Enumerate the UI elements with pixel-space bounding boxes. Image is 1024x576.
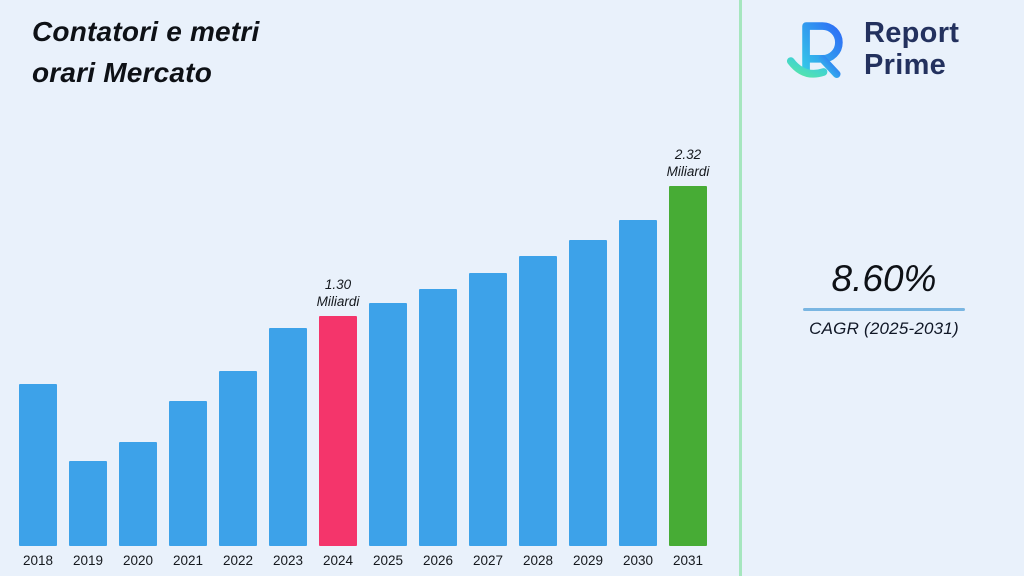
logo-word-report: Report — [864, 16, 960, 49]
axis-label-2030: 2030 — [622, 553, 654, 568]
chart-bar-2028 — [519, 256, 557, 546]
bar-group-2031: 2.32 Miliardi 2031 — [666, 146, 710, 568]
chart-bar-2026 — [419, 289, 457, 546]
bar-group-2020: 2020 — [116, 442, 160, 568]
axis-label-2026: 2026 — [422, 553, 454, 568]
divider-line — [739, 0, 742, 576]
axis-label-2021: 2021 — [172, 553, 204, 568]
chart-bar-2021 — [169, 401, 207, 546]
bar-group-2028: 2028 — [516, 256, 560, 568]
cagr-value: 8.60% — [831, 258, 937, 299]
chart-bar-2031 — [669, 186, 707, 546]
axis-label-2020: 2020 — [122, 553, 154, 568]
cagr-underline — [803, 308, 965, 311]
axis-label-2027: 2027 — [472, 553, 504, 568]
bar-annotation-2031: 2.32 Miliardi — [666, 146, 710, 180]
axis-label-2031: 2031 — [672, 553, 704, 568]
axis-label-2023: 2023 — [272, 553, 304, 568]
chart-bar-2023 — [269, 328, 307, 546]
axis-label-2028: 2028 — [522, 553, 554, 568]
bar-group-2027: 2027 — [466, 273, 510, 568]
axis-label-2024: 2024 — [322, 553, 354, 568]
axis-label-2022: 2022 — [222, 553, 254, 568]
logo-wordmark: Report Prime — [864, 17, 959, 82]
bar-group-2022: 2022 — [216, 371, 260, 568]
axis-label-2018: 2018 — [22, 553, 54, 568]
bar-group-2018: 2018 — [16, 384, 60, 568]
logo: Report Prime — [782, 14, 959, 84]
bar-group-2019: 2019 — [66, 461, 110, 568]
bar-group-2030: 2030 — [616, 220, 660, 568]
cagr-caption: CAGR (2025-2031) — [809, 319, 959, 338]
chart-bar-2020 — [119, 442, 157, 546]
bar-annotation-2024: 1.30 Miliardi — [316, 276, 360, 310]
bar-group-2025: 2025 — [366, 303, 410, 568]
bar-group-2021: 2021 — [166, 401, 210, 568]
report-prime-logo-icon — [786, 22, 843, 78]
chart-bar-2018 — [19, 384, 57, 546]
axis-label-2025: 2025 — [372, 553, 404, 568]
page-title: Contatori e metri orari Mercato — [32, 16, 260, 88]
chart-bar-2029 — [569, 240, 607, 546]
chart-bar-2025 — [369, 303, 407, 546]
logo-word-prime: Prime — [864, 49, 947, 81]
bar-group-2029: 2029 — [566, 240, 610, 568]
chart-bar-2030 — [619, 220, 657, 546]
chart-bar-2022 — [219, 371, 257, 546]
cagr-panel: 8.60% CAGR (2025-2031) — [803, 258, 965, 339]
bar-group-2026: 2026 — [416, 289, 460, 568]
axis-label-2029: 2029 — [572, 553, 604, 568]
bar-chart: 2018 2019 2020 2021 2022 2023 1.30 Miliardi 202… — [16, 146, 710, 568]
chart-bar-2027 — [469, 273, 507, 546]
chart-bar-2024 — [319, 316, 357, 546]
chart-bar-2019 — [69, 461, 107, 546]
bar-group-2023: 2023 — [266, 328, 310, 568]
axis-label-2019: 2019 — [72, 553, 104, 568]
bar-group-2024: 1.30 Miliardi 2024 — [316, 276, 360, 568]
